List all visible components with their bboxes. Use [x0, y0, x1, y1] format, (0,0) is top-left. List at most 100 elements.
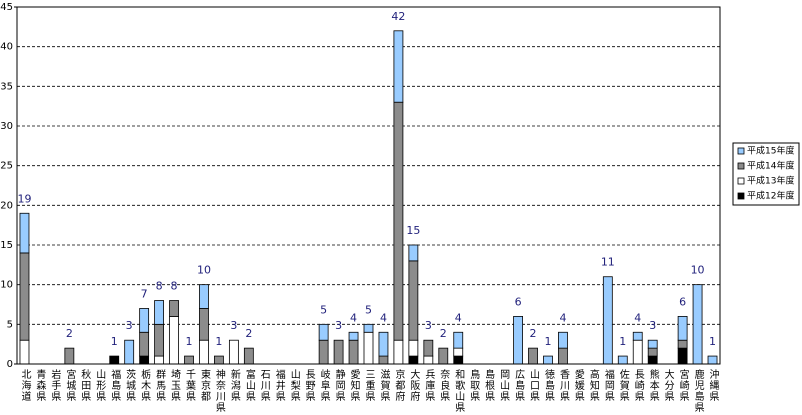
legend-label: 平成14年度 [747, 160, 794, 172]
total-label: 2 [530, 327, 537, 340]
y-tick-label: 30 [0, 121, 13, 132]
y-tick-label: 20 [0, 200, 13, 211]
bar-segment [124, 339, 135, 365]
bar-segment [199, 308, 209, 341]
total-label: 10 [691, 264, 705, 277]
total-label: 8 [171, 280, 178, 293]
total-label: 1 [709, 335, 716, 348]
bar-segment [423, 355, 434, 365]
x-tick-label: 滋賀県 [378, 368, 390, 402]
bar-segment [348, 331, 359, 341]
x-tick-label: 高知県 [587, 368, 599, 402]
bar-segment [602, 276, 613, 365]
bar-segment [513, 315, 523, 365]
x-tick-label: 熊本県 [647, 368, 659, 402]
bar-segment [19, 252, 30, 341]
bar-segment [453, 331, 464, 349]
bar-segment [154, 355, 164, 365]
legend-label: 平成12年度 [747, 190, 794, 202]
total-label: 19 [17, 192, 31, 205]
legend-swatch [737, 162, 745, 170]
bar-segment [214, 355, 224, 365]
total-label: 1 [186, 335, 193, 348]
bar-segment [318, 339, 329, 365]
bar-segment [558, 347, 568, 365]
bar-segment [363, 331, 374, 365]
y-tick-label: 0 [7, 359, 13, 370]
legend-swatch [737, 147, 745, 155]
x-tick-label: 徳島県 [542, 368, 554, 402]
bar-segment [632, 331, 643, 341]
bar-segment [154, 300, 164, 325]
total-label: 3 [126, 319, 133, 332]
bar-segment [647, 347, 658, 357]
bar-segment [408, 339, 419, 357]
x-tick-label: 神奈川県 [213, 368, 225, 413]
x-tick-label: 青森県 [34, 368, 46, 402]
x-tick-label: 茨城県 [124, 368, 136, 402]
bar-segment [333, 339, 344, 365]
x-tick-label: 佐賀県 [617, 369, 629, 402]
total-label: 4 [455, 311, 462, 324]
x-tick-label: 福島県 [109, 368, 121, 402]
bar-segment [617, 355, 628, 365]
bar-segment [677, 339, 688, 349]
x-tick-label: 愛知県 [348, 368, 360, 402]
total-label: 6 [679, 295, 686, 308]
x-tick-label: 岐阜県 [318, 368, 330, 402]
total-label: 4 [634, 311, 641, 324]
x-tick-label: 山形県 [94, 369, 106, 402]
bar-segment [318, 323, 329, 341]
total-label: 3 [335, 319, 342, 332]
bar-segment [393, 30, 404, 103]
x-tick-label: 福岡県 [602, 368, 614, 402]
bar-segment [408, 355, 419, 365]
y-tick-label: 5 [7, 319, 13, 330]
x-tick-label: 島根県 [483, 368, 495, 402]
bar-segment [363, 323, 374, 333]
total-label: 6 [515, 295, 522, 308]
total-label: 3 [425, 319, 432, 332]
x-tick-label: 大分県 [662, 368, 674, 402]
x-tick-label: 岡山県 [498, 369, 510, 402]
bar-segment [154, 323, 164, 357]
y-tick-label: 35 [0, 81, 13, 92]
total-label: 4 [380, 311, 387, 324]
legend-swatch [737, 192, 745, 200]
x-tick-label: 石川県 [258, 369, 270, 402]
bar-segment [199, 339, 209, 365]
total-label: 3 [649, 319, 656, 332]
bar-segment [19, 339, 30, 365]
x-tick-label: 東京都 [198, 368, 210, 402]
total-label: 7 [141, 287, 148, 300]
bar-segment [393, 339, 404, 365]
bar-segment [169, 315, 179, 365]
x-tick-label: 福井県 [273, 368, 285, 402]
bar-segment [677, 315, 688, 341]
bar-segment [228, 339, 239, 365]
bar-segment [707, 355, 718, 365]
bar-segment [199, 284, 209, 309]
legend-label: 平成13年度 [747, 175, 794, 187]
bar-segment [243, 347, 254, 365]
bar-segment [528, 347, 538, 365]
x-tick-label: 愛媛県 [572, 368, 584, 402]
bar-segment [109, 355, 120, 365]
legend-label: 平成15年度 [747, 145, 794, 157]
x-tick-label: 兵庫県 [423, 368, 435, 402]
bar-segment [453, 355, 464, 365]
x-tick-label: 静岡県 [333, 368, 345, 402]
total-label: 1 [619, 335, 626, 348]
x-tick-label: 山口県 [528, 369, 540, 402]
x-tick-label: 埼玉県 [169, 368, 181, 402]
bar-segment [139, 355, 150, 365]
bar-segment [169, 300, 179, 317]
bar-segment [408, 244, 419, 262]
total-label: 3 [230, 319, 237, 332]
total-label: 8 [156, 280, 163, 293]
x-tick-label: 広島県 [513, 368, 525, 402]
bar-segment [184, 355, 194, 365]
total-label: 2 [66, 327, 73, 340]
bar-segment [139, 331, 150, 357]
